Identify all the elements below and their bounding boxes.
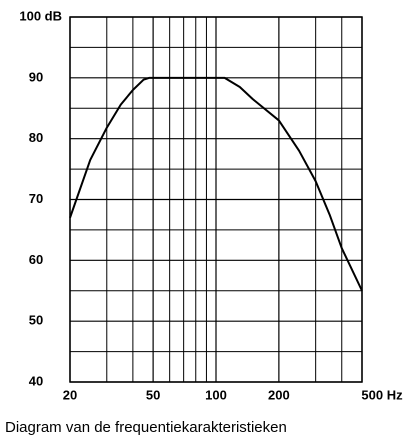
- y-tick-label: 90: [29, 69, 43, 84]
- x-tick-label: 100: [205, 387, 227, 402]
- y-tick-label: 100 dB: [19, 8, 62, 23]
- caption: Diagram van de frequentiekarakteristieke…: [5, 419, 287, 436]
- x-tick-label: 500 Hz: [361, 387, 403, 402]
- curve: [69, 76, 363, 292]
- plot-frame: [69, 16, 363, 383]
- x-tick-label: 200: [268, 387, 290, 402]
- y-tick-label: 60: [29, 252, 43, 267]
- y-tick-label: 80: [29, 130, 43, 145]
- y-tick-label: 40: [29, 373, 43, 388]
- y-tick-label: 50: [29, 313, 43, 328]
- x-tick-label: 20: [63, 387, 77, 402]
- x-tick-label: 50: [146, 387, 160, 402]
- y-tick-label: 70: [29, 191, 43, 206]
